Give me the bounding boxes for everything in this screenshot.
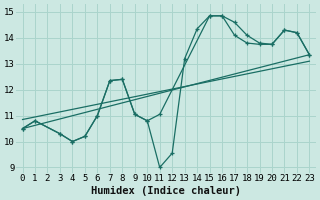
X-axis label: Humidex (Indice chaleur): Humidex (Indice chaleur) <box>91 186 241 196</box>
